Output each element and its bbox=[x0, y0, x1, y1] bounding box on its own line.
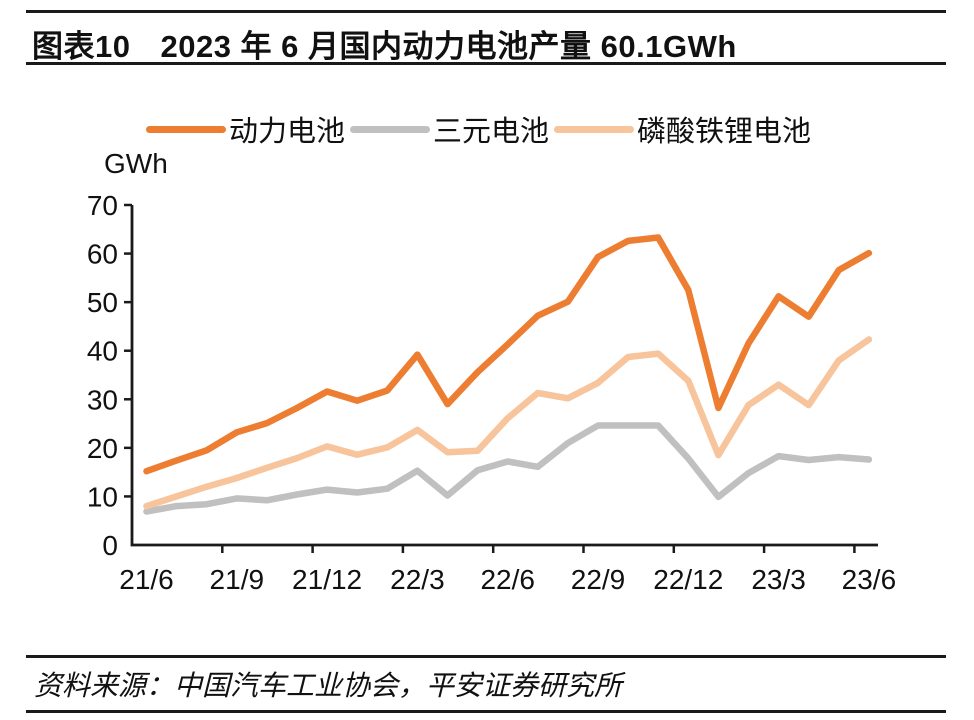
y-tick-label: 40 bbox=[87, 336, 118, 367]
legend-item-lfp-battery: 磷酸铁锂电池 bbox=[554, 108, 811, 150]
legend-label: 三元电池 bbox=[433, 116, 550, 148]
y-tick-label: 20 bbox=[87, 433, 118, 464]
footer-divider-bottom bbox=[26, 710, 946, 713]
y-axis-unit-label: GWh bbox=[104, 148, 168, 179]
lfp-battery-line-swatch bbox=[554, 125, 635, 133]
x-tick-label: 21/12 bbox=[292, 564, 362, 595]
figure-title-row: 图表10 2023 年 6 月国内动力电池产量 60.1GWh bbox=[32, 21, 737, 66]
x-tick-label: 23/3 bbox=[751, 564, 806, 595]
legend-item-ternary-battery: 三元电池 bbox=[350, 108, 549, 150]
figure-title: 2023 年 6 月国内动力电池产量 60.1GWh bbox=[160, 29, 737, 64]
y-tick-label: 0 bbox=[102, 530, 118, 561]
x-tick-label: 21/6 bbox=[119, 564, 174, 595]
x-tick-label: 21/9 bbox=[210, 564, 265, 595]
series-line-0 bbox=[143, 234, 873, 475]
footer-divider-top bbox=[26, 655, 946, 658]
x-tick-label: 22/6 bbox=[480, 564, 535, 595]
x-tick-label: 22/3 bbox=[390, 564, 445, 595]
chart-legend: 动力电池 三元电池 磷酸铁锂电池 bbox=[146, 112, 816, 148]
top-divider bbox=[26, 10, 946, 13]
figure-tag: 图表10 bbox=[32, 29, 131, 64]
x-tick-label: 23/6 bbox=[842, 564, 897, 595]
legend-label: 磷酸铁锂电池 bbox=[637, 116, 812, 148]
axis-frame bbox=[130, 205, 878, 547]
x-tick-label: 22/12 bbox=[653, 564, 723, 595]
series-line-1 bbox=[143, 422, 873, 515]
power-battery-line-swatch bbox=[146, 125, 226, 133]
y-tick-label: 50 bbox=[87, 287, 118, 318]
y-tick-label: 10 bbox=[87, 481, 118, 512]
y-tick-label: 60 bbox=[87, 239, 118, 270]
legend-item-power-battery: 动力电池 bbox=[146, 108, 345, 150]
x-tick-label: 22/9 bbox=[571, 564, 626, 595]
source-note: 资料来源：中国汽车工业协会，平安证券研究所 bbox=[34, 670, 623, 701]
ternary-battery-line-swatch bbox=[350, 125, 431, 133]
legend-label: 动力电池 bbox=[229, 116, 346, 148]
series-line-2 bbox=[143, 336, 873, 510]
title-divider bbox=[26, 62, 946, 65]
y-tick-label: 30 bbox=[87, 384, 118, 415]
y-tick-label: 70 bbox=[87, 190, 118, 221]
